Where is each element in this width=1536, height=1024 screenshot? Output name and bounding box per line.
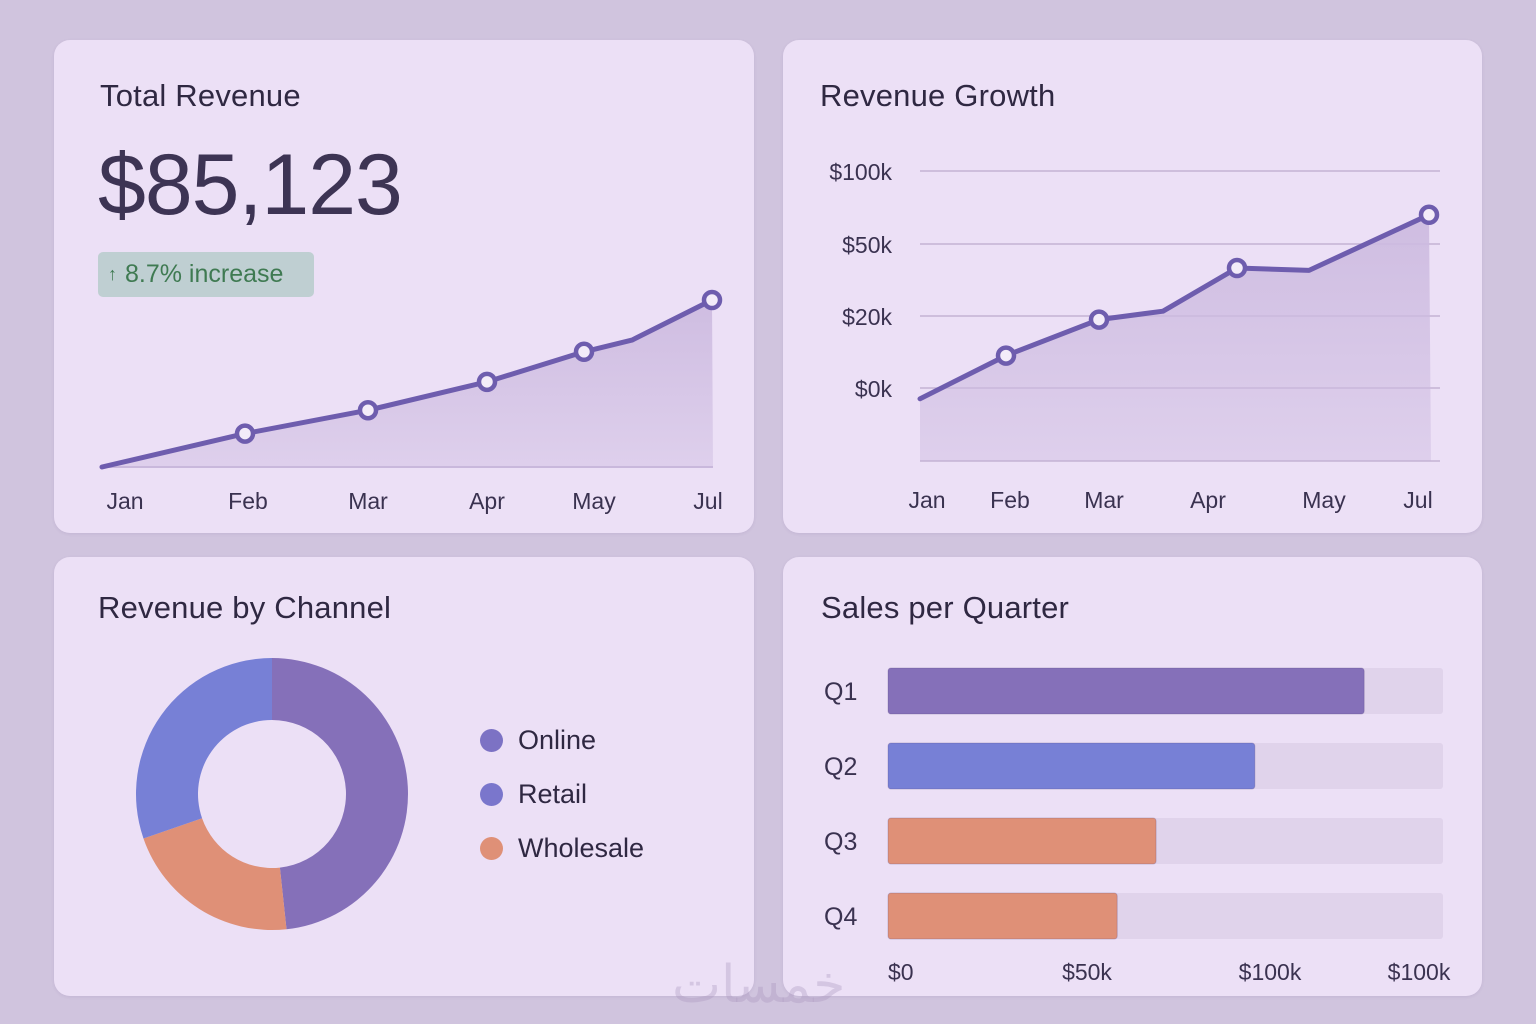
- x-tick-label: $100k: [1239, 959, 1302, 985]
- legend-item-wholesale: Wholesale: [480, 821, 644, 875]
- donut-slice-wholesale: [143, 818, 287, 930]
- data-point: [995, 345, 1017, 366]
- data-point: [357, 399, 379, 421]
- x-tick-label: $0: [888, 959, 914, 985]
- x-tick-label: Apr: [1190, 487, 1226, 513]
- donut-slice-online: [272, 658, 409, 930]
- category-label: Q4: [824, 903, 857, 931]
- legend-swatch-icon: [480, 728, 503, 752]
- legend-label: Retail: [518, 778, 588, 809]
- x-tick-label: Feb: [228, 488, 268, 514]
- donut-slice-retail: [136, 658, 272, 839]
- card-title: Revenue Growth: [820, 78, 1056, 113]
- sales-per-quarter-card: Sales per Quarter Q1 Q2 Q3 Q4 $0 $50k $100k $10…: [783, 557, 1482, 996]
- total-revenue-card: Total Revenue $85,123 ↑ 8.7% increase Ja…: [54, 40, 754, 533]
- x-tick-label: May: [572, 488, 616, 514]
- x-tick-label: Feb: [990, 487, 1030, 513]
- bar-q3: [887, 817, 1157, 865]
- total-revenue-chart: Jan Feb Mar Apr May Jul: [99, 289, 723, 514]
- legend-item-online: Online: [480, 713, 644, 767]
- quarter-bar-chart: Q1 Q2 Q3 Q4 $0 $50k $100k $100k: [824, 667, 1451, 985]
- data-point: [476, 371, 498, 393]
- bar-q4: [887, 892, 1118, 940]
- data-point: [234, 423, 256, 444]
- legend-item-retail: Retail: [480, 767, 644, 821]
- legend-label: Online: [518, 724, 597, 755]
- card-title: Total Revenue: [100, 78, 301, 113]
- x-tick-label: Mar: [1084, 487, 1124, 513]
- data-point: [1088, 309, 1110, 330]
- data-point: [1418, 204, 1440, 226]
- legend-label: Wholesale: [518, 832, 645, 863]
- channel-donut-chart: [136, 658, 409, 930]
- card-title: Revenue by Channel: [98, 590, 392, 625]
- category-label: Q3: [824, 828, 857, 856]
- y-tick-label: $0k: [855, 376, 893, 402]
- x-tick-label: Mar: [348, 488, 388, 514]
- change-label: 8.7% increase: [125, 260, 284, 288]
- data-point: [573, 341, 595, 363]
- revenue-growth-chart: $100k $50k $20k $0k Jan Feb Mar Apr May Jul: [829, 159, 1440, 513]
- change-badge: ↑ 8.7% increase: [98, 252, 314, 297]
- x-tick-label: Jan: [908, 487, 945, 513]
- bar-q2: [887, 742, 1256, 790]
- area-fill: [102, 300, 713, 467]
- x-tick-label: Jul: [1403, 487, 1432, 513]
- x-tick-label: $50k: [1062, 959, 1112, 985]
- area-fill: [920, 214, 1431, 461]
- category-label: Q2: [824, 753, 857, 781]
- channel-legend: Online Retail Wholesale: [480, 713, 644, 875]
- x-tick-label: Jul: [693, 488, 722, 514]
- category-label: Q1: [824, 678, 857, 706]
- x-tick-label: May: [1302, 487, 1346, 513]
- x-tick-label: Apr: [469, 488, 505, 514]
- revenue-growth-card: Revenue Growth $100k $50k $20k $0k Jan Feb Mar…: [783, 40, 1482, 533]
- y-tick-label: $50k: [842, 232, 892, 258]
- x-tick-label: $100k: [1388, 959, 1451, 985]
- y-tick-label: $100k: [829, 159, 892, 185]
- legend-swatch-icon: [480, 836, 503, 860]
- data-point: [701, 289, 723, 311]
- revenue-by-channel-card: Revenue by Channel Online Retail Wholesale: [54, 557, 754, 996]
- y-tick-label: $20k: [842, 304, 892, 330]
- total-revenue-value: $85,123: [98, 137, 403, 233]
- bar-q1: [887, 667, 1365, 715]
- card-title: Sales per Quarter: [821, 590, 1070, 625]
- data-point: [1226, 257, 1248, 279]
- x-tick-label: Jan: [106, 488, 143, 514]
- arrow-up-icon: ↑: [108, 264, 117, 284]
- legend-swatch-icon: [480, 782, 503, 806]
